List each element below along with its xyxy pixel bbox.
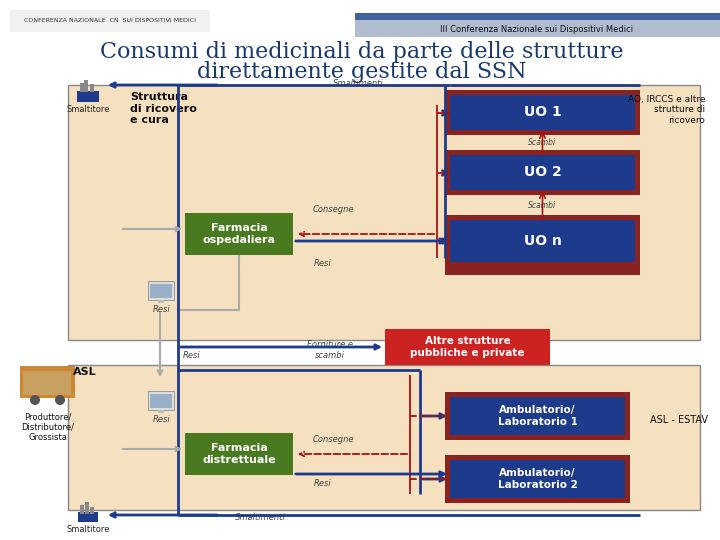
Circle shape: [55, 395, 65, 405]
Bar: [20, 366, 75, 398]
Text: Consegne: Consegne: [312, 435, 354, 443]
Circle shape: [30, 395, 40, 405]
Bar: [385, 329, 550, 365]
Bar: [450, 397, 625, 435]
Text: Produttore/
Distributore/
Grossista: Produttore/ Distributore/ Grossista: [22, 412, 74, 442]
Text: ASL - ESTAV: ASL - ESTAV: [650, 415, 708, 425]
Text: ASL: ASL: [73, 367, 96, 377]
Bar: [148, 391, 174, 410]
Bar: [23, 371, 71, 395]
Bar: [77, 91, 99, 102]
Bar: [185, 433, 293, 475]
Bar: [10, 10, 210, 32]
Text: Resi: Resi: [314, 478, 332, 488]
Bar: [81, 505, 84, 514]
Text: Smaltimenti: Smaltimenti: [333, 78, 383, 87]
Text: Altre strutture
pubbliche e private: Altre strutture pubbliche e private: [410, 336, 525, 358]
Text: Resi: Resi: [183, 350, 201, 360]
Text: Scambi: Scambi: [528, 200, 557, 210]
Text: Ambulatorio/
Laboratorio 1: Ambulatorio/ Laboratorio 1: [498, 405, 577, 427]
Bar: [68, 365, 700, 510]
Text: Farmacia
ospedaliera: Farmacia ospedaliera: [202, 223, 276, 245]
Bar: [445, 90, 640, 135]
Bar: [445, 150, 640, 195]
Bar: [158, 410, 164, 413]
Bar: [445, 215, 640, 267]
Text: UO n: UO n: [523, 234, 562, 248]
Bar: [84, 79, 89, 92]
Bar: [90, 84, 94, 92]
Text: Smaltitore: Smaltitore: [66, 105, 109, 114]
Bar: [355, 20, 720, 37]
Text: UO 2: UO 2: [523, 165, 562, 179]
Bar: [150, 284, 172, 298]
Bar: [78, 512, 98, 522]
Bar: [355, 13, 720, 20]
Bar: [80, 83, 84, 92]
Bar: [445, 392, 630, 440]
Bar: [185, 213, 293, 255]
Bar: [148, 281, 174, 300]
Text: Resi: Resi: [314, 259, 332, 267]
Text: Smaltitore: Smaltitore: [66, 525, 109, 534]
Bar: [445, 265, 640, 275]
Text: direttamente gestite dal SSN: direttamente gestite dal SSN: [197, 61, 527, 83]
Text: Struttura
di ricovero
e cura: Struttura di ricovero e cura: [130, 92, 197, 125]
Text: UO 1: UO 1: [523, 105, 562, 119]
Bar: [68, 85, 700, 340]
Text: Scambi: Scambi: [528, 138, 557, 147]
Bar: [450, 220, 635, 262]
Text: Consegne: Consegne: [312, 205, 354, 213]
Bar: [89, 507, 94, 514]
Bar: [450, 95, 635, 130]
Bar: [85, 502, 89, 514]
Bar: [450, 460, 625, 498]
Bar: [158, 300, 164, 303]
Bar: [150, 394, 172, 408]
Bar: [445, 455, 630, 503]
Text: Forniture e
scambi: Forniture e scambi: [307, 340, 353, 360]
Text: Consumi di medicinali da parte delle strutture: Consumi di medicinali da parte delle str…: [100, 41, 624, 63]
Bar: [450, 155, 635, 190]
Text: Resi: Resi: [153, 415, 171, 424]
Text: Smaltimenti: Smaltimenti: [235, 514, 285, 523]
Text: Farmacia
distrettuale: Farmacia distrettuale: [202, 443, 276, 465]
Text: Ambulatorio/
Laboratorio 2: Ambulatorio/ Laboratorio 2: [498, 468, 577, 490]
Text: III Conferenza Nazionale sui Dispositivi Medici: III Conferenza Nazionale sui Dispositivi…: [441, 24, 634, 33]
Text: AO, IRCCS e altre
strutture di
ricovero: AO, IRCCS e altre strutture di ricovero: [628, 95, 705, 125]
Text: CONFERENZA NAZIONALE  CN  SUI DISPOSITIVI MEDICI: CONFERENZA NAZIONALE CN SUI DISPOSITIVI …: [24, 18, 196, 24]
Text: Resi: Resi: [153, 305, 171, 314]
